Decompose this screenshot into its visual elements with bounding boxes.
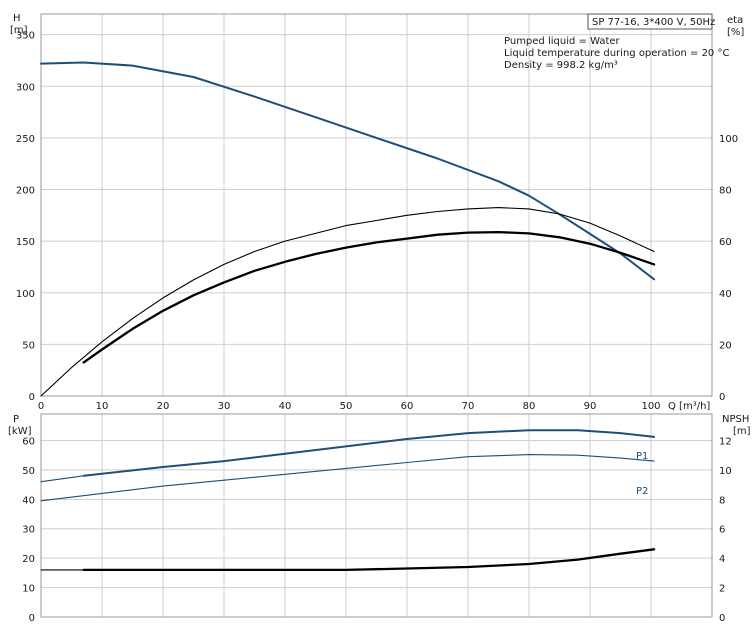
- x-tick-label: 10: [96, 401, 109, 412]
- upper-series-line-2: [82, 230, 656, 364]
- upper-series-line-0: [40, 61, 656, 281]
- upper-series-line-1: [40, 207, 655, 397]
- upper-left-axis-title: H: [13, 13, 21, 24]
- upper-left-tick-label: 250: [16, 134, 35, 145]
- upper-right-tick-label: 20: [719, 340, 732, 351]
- upper-right-tick-label: 60: [719, 237, 732, 248]
- x-axis-label: Q [m³/h]: [668, 401, 710, 412]
- x-tick-label: 70: [462, 401, 475, 412]
- upper-right-axis-title: eta: [727, 15, 743, 26]
- lower-series-line-4: [82, 548, 656, 572]
- lower-right-tick-label: 6: [719, 525, 725, 536]
- upper-left-tick-label: 200: [16, 186, 35, 197]
- pump-model-box: [587, 13, 713, 30]
- upper-left-axis-unit: [m]: [10, 25, 28, 36]
- x-tick-label: 0: [38, 401, 44, 412]
- lower-series-line-2: [40, 454, 655, 502]
- upper-right-tick-label: 100: [719, 134, 738, 145]
- lower-right-tick-label: 10: [719, 466, 732, 477]
- lower-right-tick-label: 4: [719, 554, 725, 565]
- info-pumped-liquid: Pumped liquid = Water: [504, 36, 621, 47]
- lower-left-tick-label: 20: [22, 554, 35, 565]
- upper-series: [40, 61, 656, 397]
- upper-left-tick-label: 150: [16, 237, 35, 248]
- upper-right-tick-label: 0: [719, 392, 725, 403]
- lower-right-tick-label: 8: [719, 495, 725, 506]
- lower-axis-ticks: 0 10 20 30 40 50 60 0 2 4 6 8 10 12: [22, 436, 731, 624]
- lower-left-tick-label: 40: [22, 495, 35, 506]
- lower-left-tick-label: 30: [22, 525, 35, 536]
- upper-right-axis-unit: [%]: [727, 27, 744, 38]
- upper-right-tick-label: 40: [719, 289, 732, 300]
- info-liquid-temperature: Liquid temperature during operation = 20…: [504, 48, 729, 59]
- series-label-p2: P2: [636, 486, 648, 497]
- lower-series-line-1: [82, 429, 656, 477]
- x-tick-label: 30: [218, 401, 231, 412]
- lower-plot-grid: [41, 414, 712, 617]
- lower-left-tick-label: 50: [22, 466, 35, 477]
- lower-plot-frame: [40, 413, 713, 618]
- upper-left-tick-label: 0: [29, 392, 35, 403]
- upper-plot-frame: [40, 13, 713, 397]
- lower-left-tick-label: 10: [22, 584, 35, 595]
- x-tick-label: 80: [523, 401, 536, 412]
- upper-left-tick-label: 300: [16, 82, 35, 93]
- x-tick-label: 20: [157, 401, 170, 412]
- info-density: Density = 998.2 kg/m³: [504, 60, 618, 71]
- lower-right-tick-label: 12: [719, 436, 732, 447]
- x-tick-label: 100: [641, 401, 660, 412]
- lower-left-tick-label: 60: [22, 436, 35, 447]
- pump-model-title: SP 77-16, 3*400 V, 50Hz: [592, 17, 715, 28]
- lower-right-tick-label: 0: [719, 613, 725, 624]
- upper-left-tick-label: 100: [16, 289, 35, 300]
- lower-left-axis-title: P: [13, 414, 19, 425]
- lower-right-axis-title: NPSH: [722, 414, 749, 425]
- x-tick-label: 60: [401, 401, 414, 412]
- lower-right-axis-unit: [m]: [733, 426, 751, 437]
- series-label-p1: P1: [636, 451, 648, 462]
- upper-right-tick-label: 80: [719, 186, 732, 197]
- lower-series: [40, 429, 656, 572]
- upper-left-tick-label: 50: [22, 340, 35, 351]
- lower-left-axis-unit: [kW]: [8, 426, 32, 437]
- lower-left-tick-label: 0: [29, 613, 35, 624]
- x-tick-label: 40: [279, 401, 292, 412]
- lower-right-tick-label: 2: [719, 584, 725, 595]
- upper-axis-ticks: 0 50 100 150 200 250 300 350 0 20 40 60 80 100 0 10 20 30…: [16, 31, 738, 412]
- x-tick-label: 50: [340, 401, 353, 412]
- upper-left-tick-label: 350: [16, 31, 35, 42]
- x-tick-label: 90: [584, 401, 597, 412]
